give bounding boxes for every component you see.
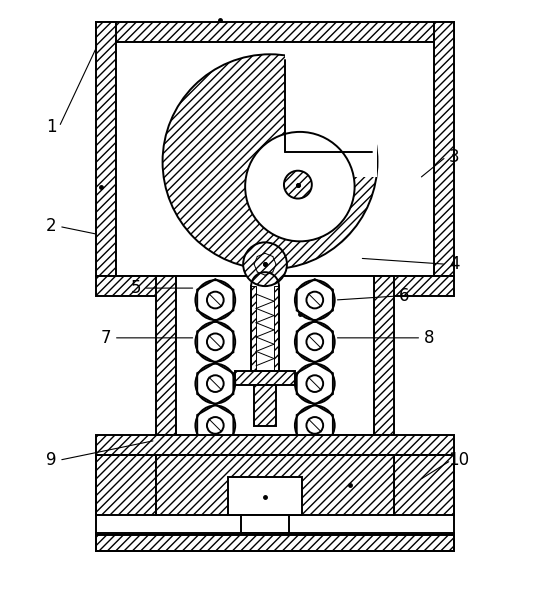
Circle shape: [207, 292, 224, 309]
Circle shape: [207, 375, 224, 392]
Bar: [96, 533, 454, 535]
Circle shape: [306, 375, 323, 392]
Bar: [96, 22, 454, 43]
Circle shape: [306, 333, 323, 350]
Bar: [274, 286, 279, 371]
Bar: [175, 276, 375, 436]
Circle shape: [207, 417, 224, 434]
Text: 2: 2: [46, 217, 57, 235]
Circle shape: [306, 417, 323, 434]
Bar: [375, 276, 394, 436]
Bar: [96, 535, 454, 551]
Bar: [96, 22, 116, 276]
Polygon shape: [296, 321, 333, 363]
Circle shape: [163, 54, 377, 269]
Circle shape: [245, 132, 355, 241]
Text: 4: 4: [449, 255, 459, 274]
Text: 1: 1: [46, 118, 57, 136]
Bar: [394, 455, 454, 515]
Bar: [96, 455, 156, 515]
Polygon shape: [296, 279, 333, 321]
Circle shape: [243, 242, 287, 286]
Bar: [434, 22, 454, 276]
Polygon shape: [197, 279, 233, 321]
Bar: [228, 477, 302, 515]
Bar: [235, 371, 295, 384]
Text: 9: 9: [46, 452, 57, 469]
Text: 7: 7: [101, 329, 111, 347]
Polygon shape: [296, 405, 333, 447]
Polygon shape: [197, 405, 233, 447]
Bar: [156, 455, 394, 515]
Bar: [96, 276, 175, 296]
Text: 3: 3: [449, 148, 459, 166]
Bar: [254, 384, 276, 426]
Bar: [96, 436, 454, 455]
Text: 10: 10: [448, 452, 470, 469]
Polygon shape: [197, 321, 233, 363]
Bar: [116, 43, 434, 276]
Text: 6: 6: [399, 287, 410, 305]
Text: 8: 8: [424, 329, 434, 347]
Bar: [241, 515, 289, 533]
Text: 5: 5: [130, 279, 141, 297]
Bar: [251, 286, 256, 371]
Circle shape: [284, 171, 312, 198]
Circle shape: [207, 333, 224, 350]
Polygon shape: [296, 363, 333, 405]
Polygon shape: [285, 54, 377, 177]
Circle shape: [306, 292, 323, 309]
Bar: [375, 276, 454, 296]
Polygon shape: [197, 363, 233, 405]
Bar: [156, 276, 175, 436]
